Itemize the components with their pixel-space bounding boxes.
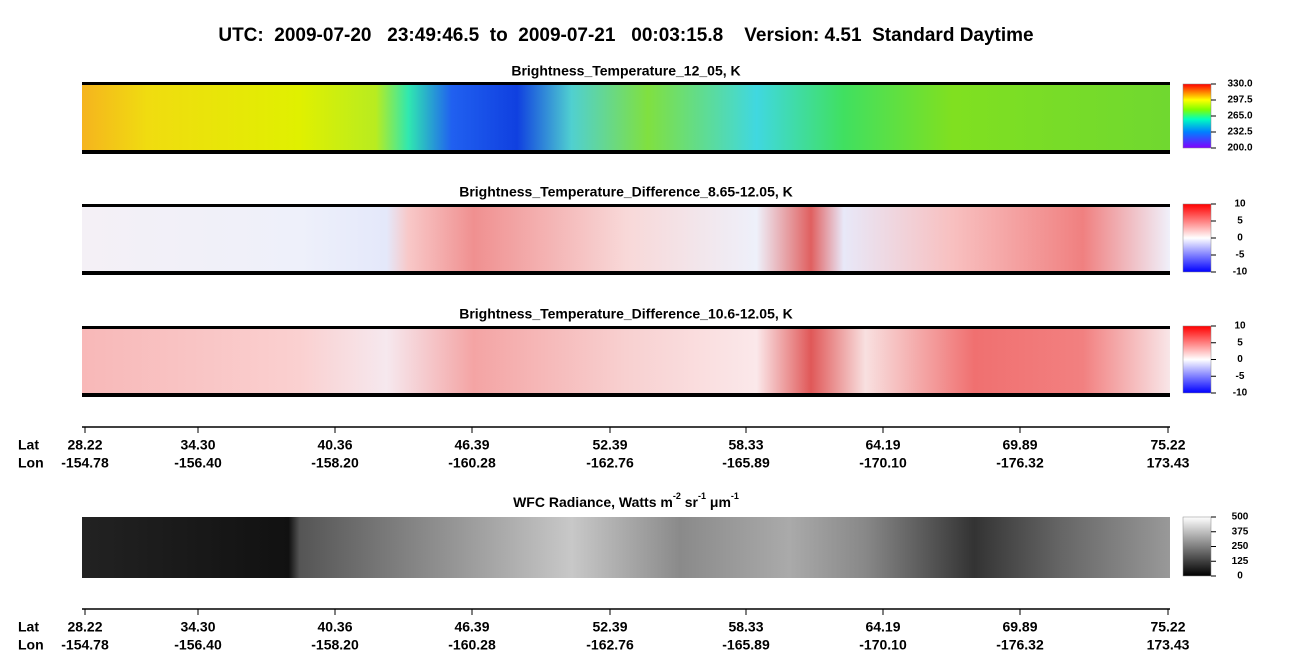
- colorbar-label: 200.0: [1227, 143, 1252, 154]
- panel-title: Brightness_Temperature_Difference_8.65-1…: [459, 184, 793, 200]
- frame-bottom: [82, 271, 1170, 275]
- row-label: Lat: [18, 437, 39, 453]
- lat-label: 46.39: [454, 437, 489, 453]
- colorbar-label: 375: [1232, 526, 1249, 537]
- title-part: -1: [731, 491, 739, 501]
- panel-title: Brightness_Temperature_12_05, K: [511, 63, 740, 79]
- lat-label: 69.89: [1002, 619, 1037, 635]
- lon-label: -156.40: [174, 637, 222, 653]
- colorbar: [1182, 325, 1212, 394]
- lat-label: 28.22: [67, 437, 102, 453]
- lon-label: -162.76: [586, 637, 634, 653]
- lon-label: 173.43: [1147, 637, 1190, 653]
- lat-label: 58.33: [728, 619, 763, 635]
- colorbar-label: 125: [1232, 556, 1249, 567]
- colorbar-label: -10: [1233, 388, 1248, 399]
- lon-label: -165.89: [722, 637, 770, 653]
- colorbar-label: 500: [1232, 512, 1249, 523]
- colorbar-label: 250: [1232, 541, 1249, 552]
- colorbar-label: 0: [1237, 233, 1243, 244]
- row-label: Lon: [18, 637, 44, 653]
- row-label: Lon: [18, 455, 44, 471]
- lon-label: -176.32: [996, 637, 1044, 653]
- lon-label: -162.76: [586, 455, 634, 471]
- lon-label: -156.40: [174, 455, 222, 471]
- lat-label: 52.39: [592, 619, 627, 635]
- colorbar-label: 0: [1237, 571, 1243, 582]
- lat-label: 34.30: [180, 437, 215, 453]
- colorbar-label: -5: [1236, 250, 1245, 261]
- lat-label: 34.30: [180, 619, 215, 635]
- lon-label: -165.89: [722, 455, 770, 471]
- row-label: Lat: [18, 619, 39, 635]
- colorbar-label: -10: [1233, 267, 1248, 278]
- lat-label: 46.39: [454, 619, 489, 635]
- lon-label: -160.28: [448, 455, 496, 471]
- colorbar-label: 0: [1237, 354, 1243, 365]
- colorbar-label: 232.5: [1227, 127, 1252, 138]
- lon-label: -158.20: [311, 455, 359, 471]
- lat-label: 52.39: [592, 437, 627, 453]
- lat-label: 75.22: [1150, 619, 1185, 635]
- title-part: -1: [698, 491, 706, 501]
- lon-label: 173.43: [1147, 455, 1190, 471]
- lat-label: 75.22: [1150, 437, 1185, 453]
- page-title: UTC: 2009-07-20 23:49:46.5 to 2009-07-21…: [218, 25, 1033, 46]
- frame-top: [82, 204, 1170, 207]
- colorbar: [1182, 83, 1212, 149]
- colorbar-label: -5: [1236, 371, 1245, 382]
- lon-label: -160.28: [448, 637, 496, 653]
- panel-title: WFC Radiance, Watts m-2 sr-1 μm-1: [513, 491, 739, 509]
- lon-label: -154.78: [61, 637, 109, 653]
- lat-label: 69.89: [1002, 437, 1037, 453]
- title-part: sr: [681, 494, 699, 510]
- colorbar-label: 5: [1237, 337, 1243, 348]
- lat-label: 40.36: [317, 619, 352, 635]
- colorbar-label: 10: [1234, 321, 1246, 332]
- frame-bottom: [82, 150, 1170, 154]
- frame-top: [82, 82, 1170, 85]
- colorbar-label: 265.0: [1227, 111, 1252, 122]
- colorbar: [1182, 516, 1212, 577]
- frame-top: [82, 326, 1170, 329]
- lon-label: -154.78: [61, 455, 109, 471]
- image-strip: [82, 84, 1170, 152]
- lon-label: -170.10: [859, 637, 907, 653]
- lat-label: 40.36: [317, 437, 352, 453]
- colorbar-label: 5: [1237, 216, 1243, 227]
- colorbar-label: 297.5: [1227, 95, 1252, 106]
- frame-bottom: [82, 393, 1170, 397]
- lat-label: 64.19: [865, 437, 900, 453]
- title-part: μm: [706, 494, 731, 510]
- image-strip: [82, 206, 1170, 273]
- colorbar-label: 10: [1234, 199, 1246, 210]
- panel-title: Brightness_Temperature_Difference_10.6-1…: [459, 306, 793, 322]
- lat-label: 64.19: [865, 619, 900, 635]
- title-part: -2: [673, 491, 681, 501]
- image-strip: [82, 517, 1170, 578]
- image-strip: [82, 328, 1170, 395]
- lon-label: -176.32: [996, 455, 1044, 471]
- colorbar: [1182, 203, 1212, 273]
- colorbar-label: 330.0: [1227, 79, 1252, 90]
- lat-label: 28.22: [67, 619, 102, 635]
- title-part: WFC Radiance, Watts m: [513, 494, 673, 510]
- lat-label: 58.33: [728, 437, 763, 453]
- lon-label: -170.10: [859, 455, 907, 471]
- lon-label: -158.20: [311, 637, 359, 653]
